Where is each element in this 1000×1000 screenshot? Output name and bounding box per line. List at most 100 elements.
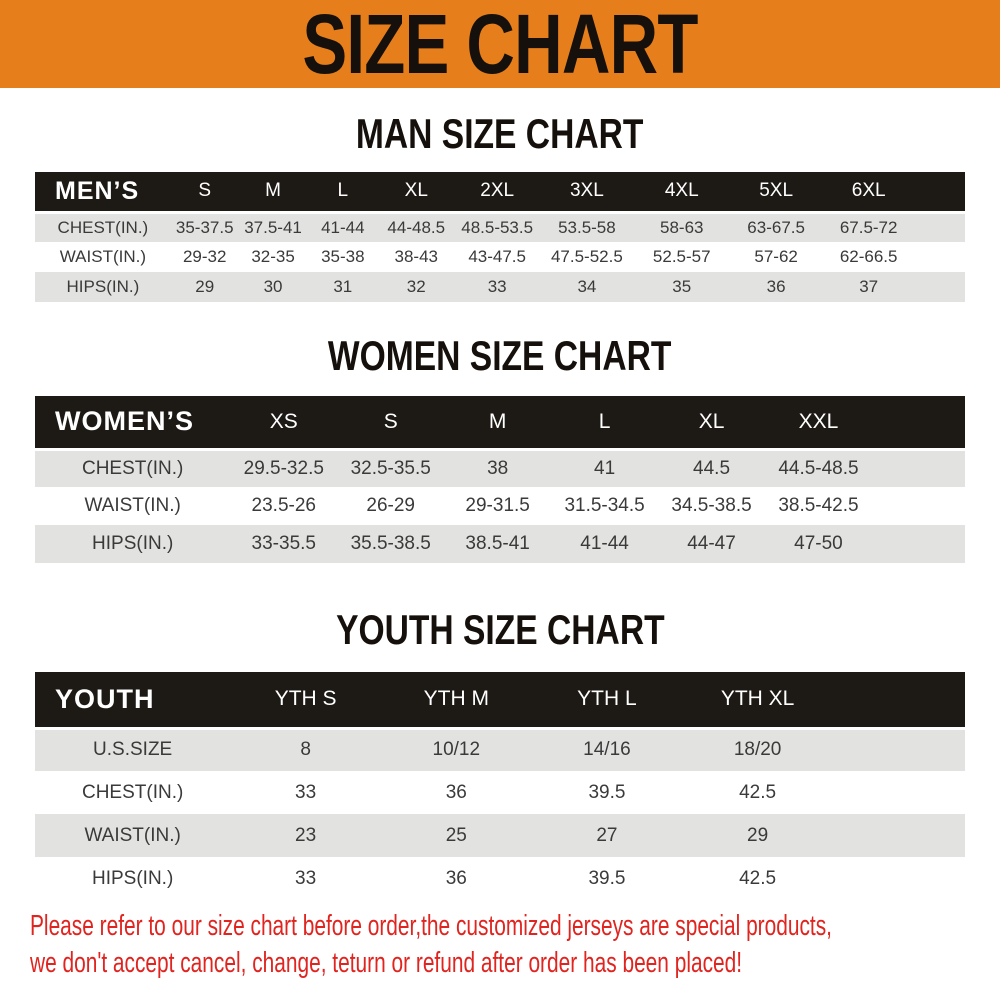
size-table-row: HIPS(IN.) 33 36 39.5 42.5 [35, 857, 965, 900]
row-filler [833, 771, 965, 814]
size-value-cell: 53.5-58 [558, 217, 616, 237]
size-value-cell: 32.5-35.5 [350, 457, 431, 479]
size-column-header: XL [658, 396, 765, 451]
size-value-cell: 35 [672, 277, 692, 296]
size-table-header-row: YOUTH YTH S YTH M YTH L YTH XL [35, 672, 965, 730]
row-label: WAIST(IN.) [84, 495, 181, 516]
size-value-cell: 33 [487, 277, 507, 296]
size-column-header: XL [378, 172, 455, 214]
size-value-cell: 62-66.5 [839, 247, 898, 266]
size-column-header: 4XL [633, 172, 730, 214]
row-label: HIPS(IN.) [92, 533, 174, 554]
size-value-cell: 35.5-38.5 [350, 533, 431, 554]
size-value-cell: 38.5-42.5 [778, 495, 859, 516]
row-label: CHEST(IN.) [57, 217, 149, 237]
size-value-cell: 30 [263, 277, 283, 296]
size-value-cell: 67.5-72 [839, 217, 898, 237]
size-value-cell: 29-32 [182, 247, 227, 266]
size-value-cell: 14/16 [583, 739, 631, 761]
row-label: U.S.SIZE [93, 739, 173, 761]
row-filler [915, 212, 965, 242]
disclaimer-line-2: we don't accept cancel, change, teturn o… [30, 945, 1000, 982]
size-value-cell: 44-47 [687, 533, 736, 554]
size-column-header: M [238, 172, 308, 214]
size-value-cell: 31 [333, 277, 353, 296]
table-corner-label: MEN’S [35, 172, 171, 214]
row-label: HIPS(IN.) [66, 277, 140, 296]
size-value-cell: 39.5 [588, 781, 626, 803]
youth-size-chart-heading-text: YOUTH SIZE CHART [335, 606, 665, 653]
women-size-chart-heading-text: WOMEN SIZE CHART [328, 332, 672, 379]
size-table-row: HIPS(IN.) 33-35.5 35.5-38.5 38.5-41 41-44 44-… [35, 525, 965, 563]
size-chart-banner: SIZE CHART [0, 0, 1000, 88]
size-table-header-row: MEN’S S M L XL 2XL 3XL 4XL 5XL 6XL [35, 172, 965, 214]
size-value-cell: 8 [300, 739, 311, 761]
size-column-header: 6XL [822, 172, 915, 214]
size-column-header: YTH XL [682, 672, 833, 730]
row-label: WAIST(IN.) [84, 824, 181, 846]
size-value-cell: 41 [594, 457, 616, 479]
size-value-cell: 42.5 [739, 781, 777, 803]
disclaimer-line-2-text: we don't accept cancel, change, teturn o… [30, 947, 743, 979]
table-corner-label: YOUTH [35, 672, 231, 730]
row-filler [915, 242, 965, 272]
size-column-header: 2XL [454, 172, 540, 214]
size-value-cell: 32 [406, 277, 426, 296]
size-column-header: 5XL [729, 172, 823, 214]
size-value-cell: 36 [445, 867, 467, 889]
size-value-cell: 35-37.5 [175, 217, 234, 237]
mens-size-table: MEN’S S M L XL 2XL 3XL 4XL 5XL 6XL CHEST(IN.) 35-37… [35, 172, 965, 302]
size-value-cell: 39.5 [588, 867, 626, 889]
size-value-cell: 26-29 [366, 495, 416, 516]
size-value-cell: 10/12 [432, 739, 481, 761]
size-table-row: CHEST(IN.) 33 36 39.5 42.5 [35, 771, 965, 814]
size-value-cell: 34.5-38.5 [671, 495, 752, 516]
size-value-cell: 29 [195, 277, 215, 296]
row-label: CHEST(IN.) [81, 457, 184, 479]
size-column-header: XS [230, 396, 338, 451]
size-table-row: U.S.SIZE 8 10/12 14/16 18/20 [35, 728, 965, 771]
size-table-row: CHEST(IN.) 35-37.5 37.5-41 41-44 44-48.5 48.5… [35, 212, 965, 242]
size-value-cell: 33 [295, 867, 317, 889]
size-value-cell: 33 [295, 781, 317, 803]
womens-size-table: WOMEN’S XS S M L XL XXL CHEST(IN.) 29.5-32.5 32.5… [35, 396, 965, 563]
header-filler [914, 172, 965, 214]
size-column-header: L [551, 396, 659, 451]
row-filler [833, 728, 965, 771]
size-column-header: M [444, 396, 552, 451]
row-label: WAIST(IN.) [59, 247, 147, 266]
row-filler [872, 487, 965, 525]
size-value-cell: 44.5-48.5 [778, 457, 859, 479]
size-value-cell: 35-38 [321, 247, 365, 266]
size-value-cell: 23 [295, 824, 317, 846]
size-column-header: L [307, 172, 379, 214]
size-value-cell: 32-35 [251, 247, 295, 266]
size-value-cell: 42.5 [739, 867, 777, 889]
size-value-cell: 43-47.5 [468, 247, 526, 266]
row-filler [915, 272, 965, 302]
size-value-cell: 29 [747, 824, 769, 846]
table-corner-label: WOMEN’S [35, 396, 231, 451]
size-value-cell: 29-31.5 [465, 495, 530, 516]
size-table-row: WAIST(IN.) 23 25 27 29 [35, 814, 965, 857]
size-value-cell: 34 [577, 277, 597, 296]
size-column-header: YTH L [531, 672, 683, 730]
row-filler [872, 449, 965, 487]
disclaimer-line-1: Please refer to our size chart before or… [30, 908, 1000, 945]
size-value-cell: 37.5-41 [244, 217, 302, 237]
size-value-cell: 38.5-41 [465, 533, 530, 554]
size-value-cell: 23.5-26 [251, 495, 316, 516]
size-column-header: YTH S [230, 672, 381, 730]
women-size-chart-heading: WOMEN SIZE CHART [0, 334, 1000, 378]
youth-size-chart-heading: YOUTH SIZE CHART [0, 608, 1000, 652]
size-value-cell: 48.5-53.5 [461, 217, 534, 237]
row-label: HIPS(IN.) [92, 867, 174, 889]
order-disclaimer: Please refer to our size chart before or… [0, 908, 1000, 982]
row-filler [833, 814, 965, 857]
size-column-header: XXL [765, 396, 872, 451]
row-label: CHEST(IN.) [81, 781, 184, 803]
size-value-cell: 38 [487, 457, 509, 479]
size-value-cell: 47.5-52.5 [550, 247, 623, 266]
size-value-cell: 41-44 [580, 533, 629, 554]
size-table-row: WAIST(IN.) 29-32 32-35 35-38 38-43 43-47.5 47.… [35, 242, 965, 272]
